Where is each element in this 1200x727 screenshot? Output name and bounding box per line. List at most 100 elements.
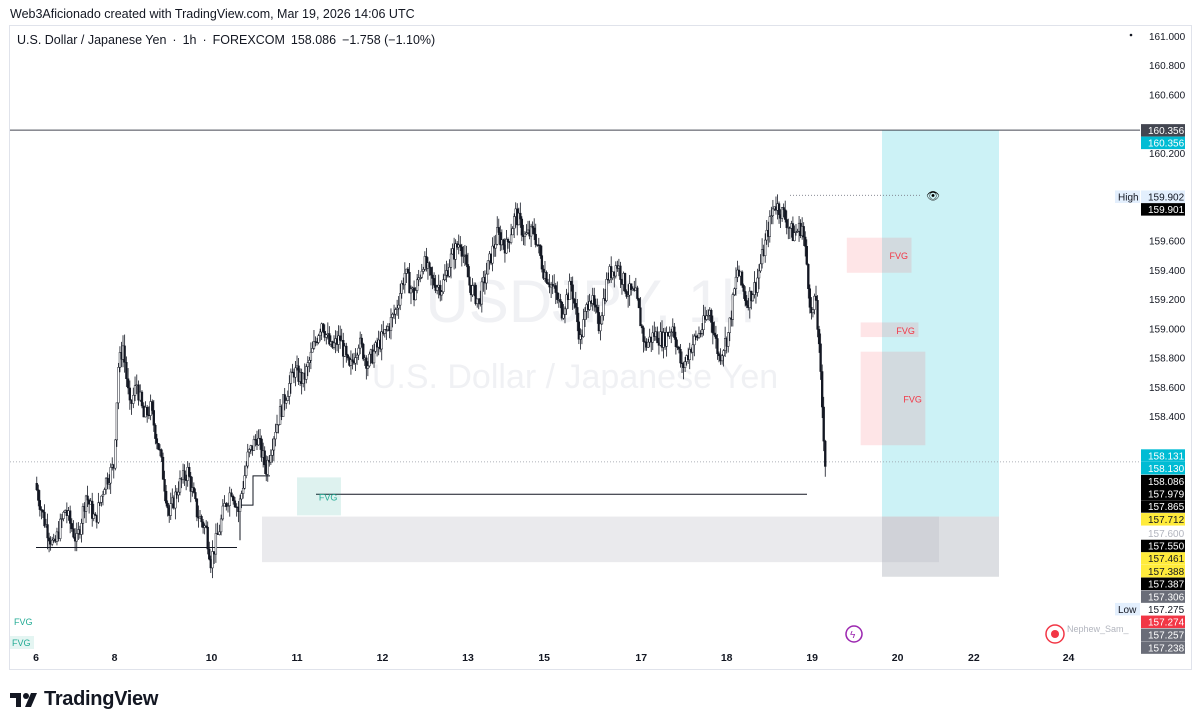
candle-body (328, 333, 331, 345)
candle-body (619, 265, 622, 280)
candle-body (360, 337, 363, 345)
candle-body (597, 312, 601, 332)
candle-body (200, 516, 203, 523)
record-icon[interactable] (1045, 624, 1065, 644)
target-zone[interactable] (882, 130, 999, 517)
candle-body (189, 476, 192, 492)
candle-body (760, 249, 764, 265)
candle-body (195, 498, 199, 518)
candle-body (305, 366, 308, 380)
stop-zone[interactable] (882, 516, 999, 577)
candle-body (118, 352, 122, 368)
candle-body (816, 300, 819, 330)
candle-body (640, 325, 644, 329)
candle-body (416, 279, 419, 291)
candle-body (403, 273, 406, 286)
candle-body (409, 288, 413, 294)
candle-body (188, 467, 191, 477)
candle-body (679, 349, 682, 364)
candle-body (699, 333, 702, 335)
candle-body (782, 207, 785, 211)
candle-body (41, 509, 45, 513)
candle-body (263, 450, 266, 466)
candle-body (570, 281, 573, 286)
candle-body (605, 279, 608, 301)
candle-body (94, 513, 97, 516)
candle-body (817, 329, 821, 345)
price-label-bg (1141, 500, 1185, 513)
fvg-tag: FVG (14, 617, 33, 627)
candle-body (346, 354, 350, 359)
candle-body (745, 300, 748, 306)
fvg-zone[interactable] (297, 477, 341, 516)
candle-body (796, 230, 799, 233)
fvg-zone[interactable] (860, 322, 919, 338)
candle-body (674, 337, 678, 347)
candle-body (366, 365, 370, 369)
candle-body (807, 264, 810, 289)
candle-body (339, 335, 342, 341)
candle-body (271, 449, 274, 456)
candle-body (108, 482, 111, 485)
fvg-zone[interactable] (860, 351, 926, 446)
candle-body (546, 282, 550, 285)
symbol-legend[interactable]: U.S. Dollar / Japanese Yen · 1h · FOREXCOM 15… (17, 33, 441, 47)
candle-body (125, 362, 128, 379)
candle-body (443, 274, 447, 281)
candle-body (123, 345, 126, 363)
candle-body (38, 500, 42, 510)
candle-body (717, 353, 721, 357)
candle-body (245, 465, 248, 476)
candle-body (771, 208, 775, 216)
tradingview-logo[interactable]: TradingView (10, 688, 158, 711)
candle-body (744, 291, 747, 301)
watermark-name: U.S. Dollar / Japanese Yen (372, 358, 778, 396)
price-label: 157.257 (1148, 631, 1185, 642)
candle-body (355, 354, 359, 358)
candle-body (97, 502, 100, 523)
price-label: 160.356 (1148, 139, 1185, 150)
candle-body (785, 219, 788, 229)
x-tick-label: 22 (968, 652, 980, 664)
y-tick-label: 158.600 (1149, 383, 1186, 394)
candle-body (81, 506, 85, 524)
last-price: 158.086 (290, 33, 337, 47)
price-label-bg (1141, 602, 1185, 616)
candle-body (308, 360, 311, 363)
candle-body (491, 245, 494, 264)
price-label-bg (1141, 615, 1185, 629)
candle-body (277, 424, 280, 426)
lightning-icon[interactable] (845, 625, 863, 643)
candle-body (160, 449, 163, 458)
candle-body (614, 265, 617, 277)
candle-body (740, 271, 744, 286)
price-tag-label: High (1118, 192, 1139, 203)
price-label: 157.387 (1148, 580, 1185, 591)
candle-body (720, 355, 724, 362)
eye-icon[interactable]: 👁 (926, 190, 940, 202)
candle-body (523, 233, 527, 237)
y-tick-label: 160.800 (1149, 61, 1186, 72)
x-tick-label: 8 (112, 652, 118, 664)
price-label-bg (1141, 590, 1185, 603)
candle-body (639, 307, 642, 327)
candle-body (791, 223, 795, 241)
price-label-bg (1141, 628, 1185, 642)
demand-zone[interactable] (262, 516, 939, 563)
candle-body (794, 231, 798, 233)
fvg-label: FVG (903, 394, 922, 404)
fvg-zone[interactable] (846, 237, 912, 273)
candle-body (668, 332, 671, 337)
candle-body (431, 274, 434, 279)
candle-body (351, 359, 354, 362)
candle-body (630, 283, 633, 291)
candle-body (269, 455, 273, 463)
candle-body (43, 511, 46, 527)
candle-body (132, 395, 135, 404)
price-change: −1.758 (−1.10%) (342, 33, 436, 47)
candle-body (670, 331, 673, 333)
candle-body (232, 496, 235, 502)
candle-body (802, 226, 805, 238)
candle-body (474, 284, 477, 304)
